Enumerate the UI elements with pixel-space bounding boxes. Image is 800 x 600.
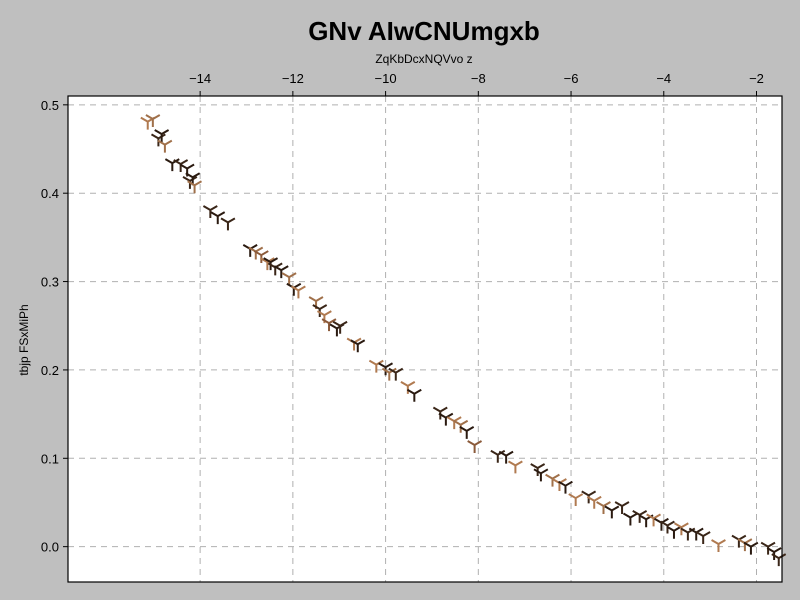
- data-point: [731, 534, 747, 548]
- data-point: [220, 217, 236, 231]
- data-point: [145, 114, 161, 127]
- data-point: [507, 460, 523, 474]
- data-point: [210, 211, 226, 225]
- data-point: [558, 480, 573, 494]
- data-point: [157, 139, 173, 153]
- x-tick-label: −2: [749, 71, 764, 86]
- data-point: [743, 541, 759, 555]
- data-point: [350, 339, 366, 353]
- x-tick-label: −14: [189, 71, 211, 86]
- data-point: [154, 129, 170, 142]
- y-tick-label: 0.1: [41, 451, 59, 466]
- grid: [68, 96, 782, 582]
- data-point: [695, 531, 711, 545]
- data-point: [453, 419, 469, 433]
- data-point: [646, 513, 662, 527]
- data-point: [614, 501, 630, 515]
- data-point: [622, 512, 638, 526]
- y-axis-label: tbjp FSxMiPh: [17, 304, 31, 375]
- data-point: [568, 493, 584, 507]
- x-tick-label: −10: [375, 71, 397, 86]
- x-axis-label: ZqKbDcxNQVvo z: [375, 52, 472, 66]
- data-point: [187, 180, 203, 194]
- data-point: [604, 505, 620, 519]
- y-tick-label: 0.0: [41, 540, 59, 555]
- data-point: [711, 539, 726, 553]
- y-tick-label: 0.5: [41, 98, 59, 113]
- data-point: [202, 205, 218, 218]
- data-point: [281, 272, 297, 286]
- data-point: [586, 495, 602, 509]
- data-point: [533, 468, 549, 482]
- data-point: [388, 367, 404, 381]
- x-tick-label: −12: [282, 71, 304, 86]
- x-tick-label: −6: [564, 71, 579, 86]
- x-tick-label: −4: [656, 71, 671, 86]
- data-point: [737, 538, 753, 552]
- data-point: [316, 310, 332, 324]
- x-tick-label: −8: [471, 71, 486, 86]
- data-point: [321, 318, 337, 332]
- chart-title: GNv AIwCNUmgxb: [308, 16, 540, 46]
- plot-frame: [67, 95, 783, 583]
- y-tick-label: 0.4: [41, 186, 59, 201]
- data-point: [406, 388, 422, 402]
- data-point: [290, 285, 306, 299]
- data-point: [596, 501, 611, 515]
- plot-area: [68, 96, 782, 582]
- data-point: [638, 514, 654, 528]
- data-point: [438, 412, 454, 426]
- data-point: [467, 440, 483, 454]
- data-markers: [140, 114, 787, 567]
- ticks: −14 −12 −10 −8 −6 −4 −2 0.0 0.1 0.2 0.3 0.4 0.5: [41, 71, 764, 555]
- y-tick-label: 0.2: [41, 363, 59, 378]
- data-point: [273, 265, 289, 279]
- data-point: [459, 426, 475, 439]
- data-point: [263, 257, 279, 271]
- data-point: [368, 359, 384, 373]
- data-point: [332, 320, 348, 334]
- y-tick-label: 0.3: [41, 275, 59, 290]
- data-point: [498, 450, 514, 464]
